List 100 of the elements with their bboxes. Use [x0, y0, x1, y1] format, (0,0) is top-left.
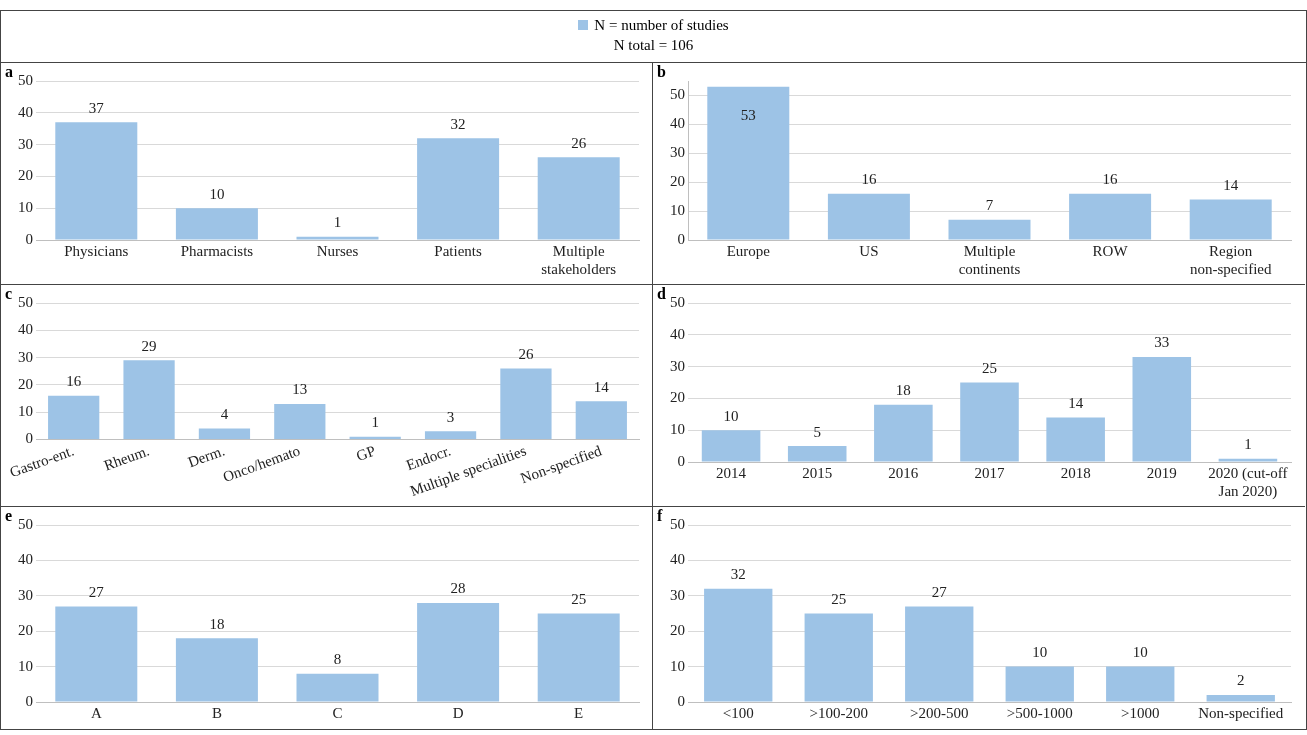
- text: N total = 106: [612, 36, 695, 55]
- data-label: 27: [931, 583, 948, 600]
- y-tick-label: 20: [18, 167, 33, 184]
- y-tick-label: 20: [18, 375, 33, 392]
- data-label: 10: [1132, 644, 1148, 661]
- data-label: 14: [1223, 176, 1239, 193]
- x-tick-label: 2015: [802, 464, 833, 481]
- x-tick-label: >100-200: [809, 704, 868, 721]
- y-tick-label: 50: [670, 86, 685, 103]
- y-tick-label: 30: [670, 144, 685, 161]
- data-label: 10: [723, 407, 739, 424]
- y-tick-label: 0: [25, 430, 33, 447]
- data-label: 1: [371, 414, 379, 431]
- x-tick-label: Pharmacists: [180, 242, 254, 259]
- data-label: 37: [88, 99, 105, 116]
- x-tick-label: Physicians: [64, 242, 129, 259]
- y-tick-label: 40: [670, 551, 685, 568]
- x-tick-label: GP: [354, 442, 378, 464]
- y-tick-label: 50: [18, 71, 33, 88]
- x-tick-label: 2016: [888, 464, 919, 481]
- y-tick-label: 40: [18, 103, 33, 120]
- y-tick-label: 30: [18, 135, 33, 152]
- chart-title: f: [657, 507, 663, 525]
- x-tick-label: >1000: [1121, 704, 1160, 721]
- x-tick-label: 2019: [1146, 464, 1177, 481]
- data-label: 14: [1068, 394, 1084, 411]
- chart-title: a: [5, 63, 13, 81]
- x-tick-label: D: [452, 704, 464, 721]
- data-label: 29: [141, 337, 157, 354]
- y-tick-label: 50: [18, 515, 33, 532]
- data-label: 14: [593, 378, 610, 395]
- y-tick-label: 30: [18, 586, 33, 603]
- chart-title: e: [5, 507, 13, 525]
- y-tick-label: 10: [18, 403, 33, 420]
- y-tick-label: 10: [670, 657, 685, 674]
- x-tick-label: Derm.: [185, 442, 227, 471]
- data-label: 3: [446, 408, 455, 425]
- legend-label: N = number of studies: [594, 17, 729, 33]
- x-tick-label: A: [90, 704, 102, 721]
- y-tick-label: 20: [670, 389, 685, 406]
- x-tick-label: Patients: [434, 242, 483, 259]
- data-label: 16: [66, 373, 82, 390]
- x-tick-label: Multiple stakeholders: [541, 242, 617, 277]
- data-label: 1: [333, 214, 342, 231]
- y-tick-label: 0: [677, 452, 685, 469]
- y-tick-label: 10: [18, 657, 33, 674]
- data-label: 27: [88, 583, 105, 600]
- data-label: 10: [1032, 644, 1048, 661]
- data-label: 7: [985, 197, 994, 214]
- data-label: 13: [292, 381, 308, 398]
- chart-title: d: [657, 285, 666, 303]
- y-tick-label: 50: [18, 293, 33, 310]
- data-label: 1: [1244, 436, 1252, 453]
- data-label: 18: [209, 615, 225, 632]
- data-label: 25: [982, 359, 997, 376]
- x-tick-label: 2017: [974, 464, 1005, 481]
- data-label: 32: [730, 566, 746, 583]
- chart-title: b: [657, 63, 666, 81]
- x-tick-label: 2018: [1060, 464, 1091, 481]
- x-tick-label: E: [574, 704, 584, 721]
- y-tick-label: 50: [670, 515, 685, 532]
- x-tick-label: Region non-specified: [1189, 242, 1273, 277]
- data-label: 2: [1237, 672, 1245, 689]
- data-label: 32: [450, 115, 466, 132]
- x-tick-label: C: [332, 704, 343, 721]
- y-tick-label: 20: [670, 173, 685, 190]
- y-tick-label: 0: [25, 692, 33, 709]
- y-tick-label: 40: [670, 115, 685, 132]
- x-tick-label: B: [211, 704, 222, 721]
- x-tick-label: 2014: [716, 464, 747, 481]
- y-tick-label: 40: [18, 551, 33, 568]
- x-tick-label: <100: [722, 704, 754, 721]
- data-label: 33: [1154, 334, 1170, 351]
- y-tick-label: 40: [670, 325, 685, 342]
- y-tick-label: 0: [25, 230, 33, 247]
- x-tick-label: 2020 (cut-off Jan 2020): [1208, 464, 1288, 500]
- data-label: 53: [740, 107, 756, 124]
- data-label: 26: [571, 134, 587, 151]
- data-label: 25: [831, 590, 847, 607]
- x-tick-label: Europe: [726, 242, 771, 259]
- y-tick-label: 40: [18, 321, 33, 338]
- y-tick-label: 10: [670, 421, 685, 438]
- y-tick-label: 20: [18, 622, 33, 639]
- y-tick-label: 0: [677, 692, 685, 709]
- y-tick-label: 10: [18, 199, 33, 216]
- data-label: 10: [209, 185, 225, 202]
- chart-title: c: [5, 285, 13, 303]
- data-label: 8: [333, 651, 342, 668]
- data-label: 5: [813, 423, 821, 440]
- y-tick-label: 20: [670, 622, 685, 639]
- x-tick-label: >200-500: [910, 704, 969, 721]
- data-label: 4: [220, 405, 229, 422]
- y-tick-label: 50: [670, 293, 685, 310]
- x-tick-label: Nurses: [316, 242, 359, 259]
- y-tick-label: 30: [670, 357, 685, 374]
- y-tick-label: 10: [670, 202, 685, 219]
- data-label: 16: [861, 171, 877, 188]
- x-tick-label: ROW: [1092, 242, 1129, 259]
- data-label: 16: [1102, 171, 1119, 188]
- y-tick-label: 30: [18, 348, 33, 365]
